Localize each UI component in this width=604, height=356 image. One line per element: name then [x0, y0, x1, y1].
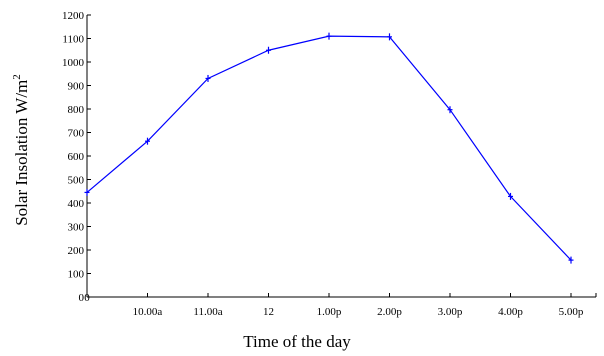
y-tick-label: 0 [79, 292, 85, 304]
data-point [205, 74, 211, 82]
data-point [84, 188, 90, 196]
y-tick-label: 600 [68, 151, 85, 163]
data-point [447, 106, 453, 114]
y-axis-title-superscript: 2 [11, 74, 23, 80]
x-tick-label: 11.00a [193, 306, 222, 318]
data-point [568, 256, 574, 264]
data-point [508, 192, 513, 200]
y-tick-label: 100 [68, 269, 85, 281]
chart-axes [86, 15, 596, 298]
series-line [86, 35, 572, 261]
y-tick-label: 400 [68, 198, 85, 210]
data-point [326, 32, 332, 40]
data-point [266, 46, 271, 54]
y-axis-title: Solar Insolation W/m2 [11, 74, 31, 226]
y-tick-label: 500 [68, 175, 85, 187]
y-axis-title-main: Solar Insolation W/m [12, 80, 31, 226]
y-tick-label: 700 [68, 128, 85, 140]
x-tick-label: 0 [84, 292, 90, 304]
data-point [145, 137, 150, 145]
data-series [84, 32, 574, 264]
x-axis-title: Time of the day [243, 332, 351, 351]
y-tick-label: 200 [68, 245, 85, 257]
x-tick-label: 4.00p [498, 306, 523, 318]
y-tick-label: 1000 [62, 57, 85, 69]
x-tick-label: 2.00p [377, 306, 402, 318]
x-tick-label: 10.00a [133, 306, 163, 318]
x-tick-label: 5.00p [559, 306, 584, 318]
x-axis-ticks: 0 10.00a 11.00a 12 1.00p 2.00p 3.00p 4.00p 5.00p [84, 292, 597, 318]
x-tick-label: 3.00p [438, 306, 463, 318]
data-point [387, 33, 392, 41]
y-tick-label: 900 [68, 81, 85, 93]
x-tick-label: 12 [263, 306, 274, 318]
y-tick-label: 1100 [62, 34, 84, 46]
y-axis-ticks: 0 100 200 300 400 500 600 700 800 900 1000 1100 1200 [62, 10, 91, 304]
x-tick-label: 1.00p [317, 306, 342, 318]
y-tick-label: 300 [68, 222, 85, 234]
y-tick-label: 800 [68, 104, 85, 116]
y-tick-label: 1200 [62, 10, 85, 22]
